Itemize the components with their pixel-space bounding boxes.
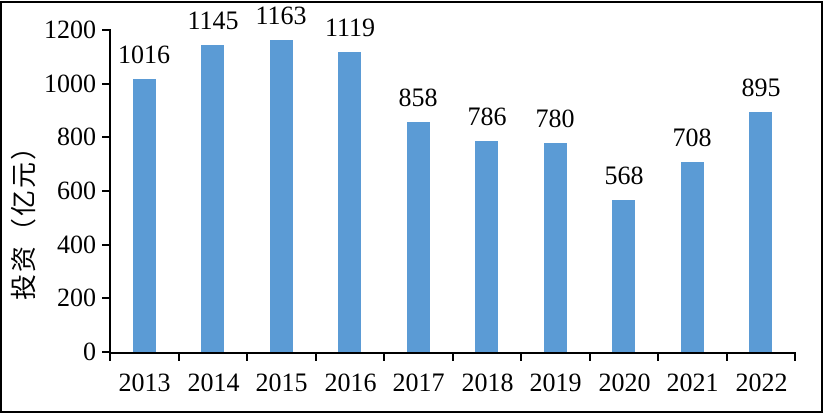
y-tick	[102, 297, 109, 300]
x-category-label: 2021	[666, 368, 719, 397]
x-tick	[109, 354, 111, 361]
y-tick	[102, 243, 109, 246]
bar	[407, 122, 430, 352]
x-tick	[177, 354, 180, 361]
y-tick-label: 1000	[44, 68, 96, 98]
x-tick	[657, 354, 659, 361]
bar-value-label: 708	[672, 123, 712, 152]
bar-value-label: 780	[535, 104, 575, 133]
bar	[681, 162, 704, 352]
x-axis-line	[109, 352, 796, 354]
x-category-label: 2016	[324, 368, 377, 397]
x-tick	[314, 354, 317, 361]
x-tick	[520, 354, 522, 361]
bar-value-label: 1145	[187, 6, 239, 35]
y-tick	[102, 82, 109, 85]
x-tick	[794, 354, 796, 361]
x-category-label: 2019	[529, 368, 582, 397]
bar	[475, 141, 498, 352]
bar-value-label: 1163	[255, 1, 307, 30]
bar-value-label: 786	[467, 102, 507, 131]
x-category-label: 2020	[598, 368, 651, 397]
x-category-label: 2015	[255, 368, 308, 397]
bar	[133, 79, 156, 352]
bar-value-label: 568	[604, 161, 644, 190]
bar-value-label: 1016	[118, 40, 170, 69]
x-category-label: 2017	[392, 368, 445, 397]
y-tick-label: 200	[57, 283, 96, 313]
y-tick	[102, 29, 109, 31]
y-tick-label: 400	[57, 229, 96, 259]
y-tick-label: 1200	[44, 15, 96, 44]
x-category-label: 2018	[461, 368, 514, 397]
y-axis-line	[109, 29, 111, 354]
x-category-label: 2013	[118, 368, 171, 397]
x-tick	[588, 354, 591, 361]
y-tick	[102, 190, 109, 192]
bar-value-label: 895	[741, 73, 781, 102]
y-tick-label: 600	[57, 176, 96, 205]
x-category-label: 2022	[735, 368, 788, 397]
x-tick	[451, 354, 454, 361]
x-category-label: 2014	[187, 368, 240, 397]
y-tick-label: 800	[57, 122, 96, 152]
bar	[544, 143, 567, 352]
y-tick-label: 0	[83, 337, 96, 366]
y-tick	[102, 136, 109, 139]
bar	[338, 52, 361, 352]
bar	[201, 45, 224, 352]
y-tick	[102, 351, 109, 353]
bar-value-label: 858	[398, 83, 438, 112]
x-tick	[246, 354, 248, 361]
bar	[270, 40, 293, 352]
x-tick	[383, 354, 385, 361]
bar	[749, 112, 772, 352]
bar-value-label: 1119	[324, 13, 376, 42]
x-tick	[725, 354, 728, 361]
bar	[612, 200, 635, 352]
